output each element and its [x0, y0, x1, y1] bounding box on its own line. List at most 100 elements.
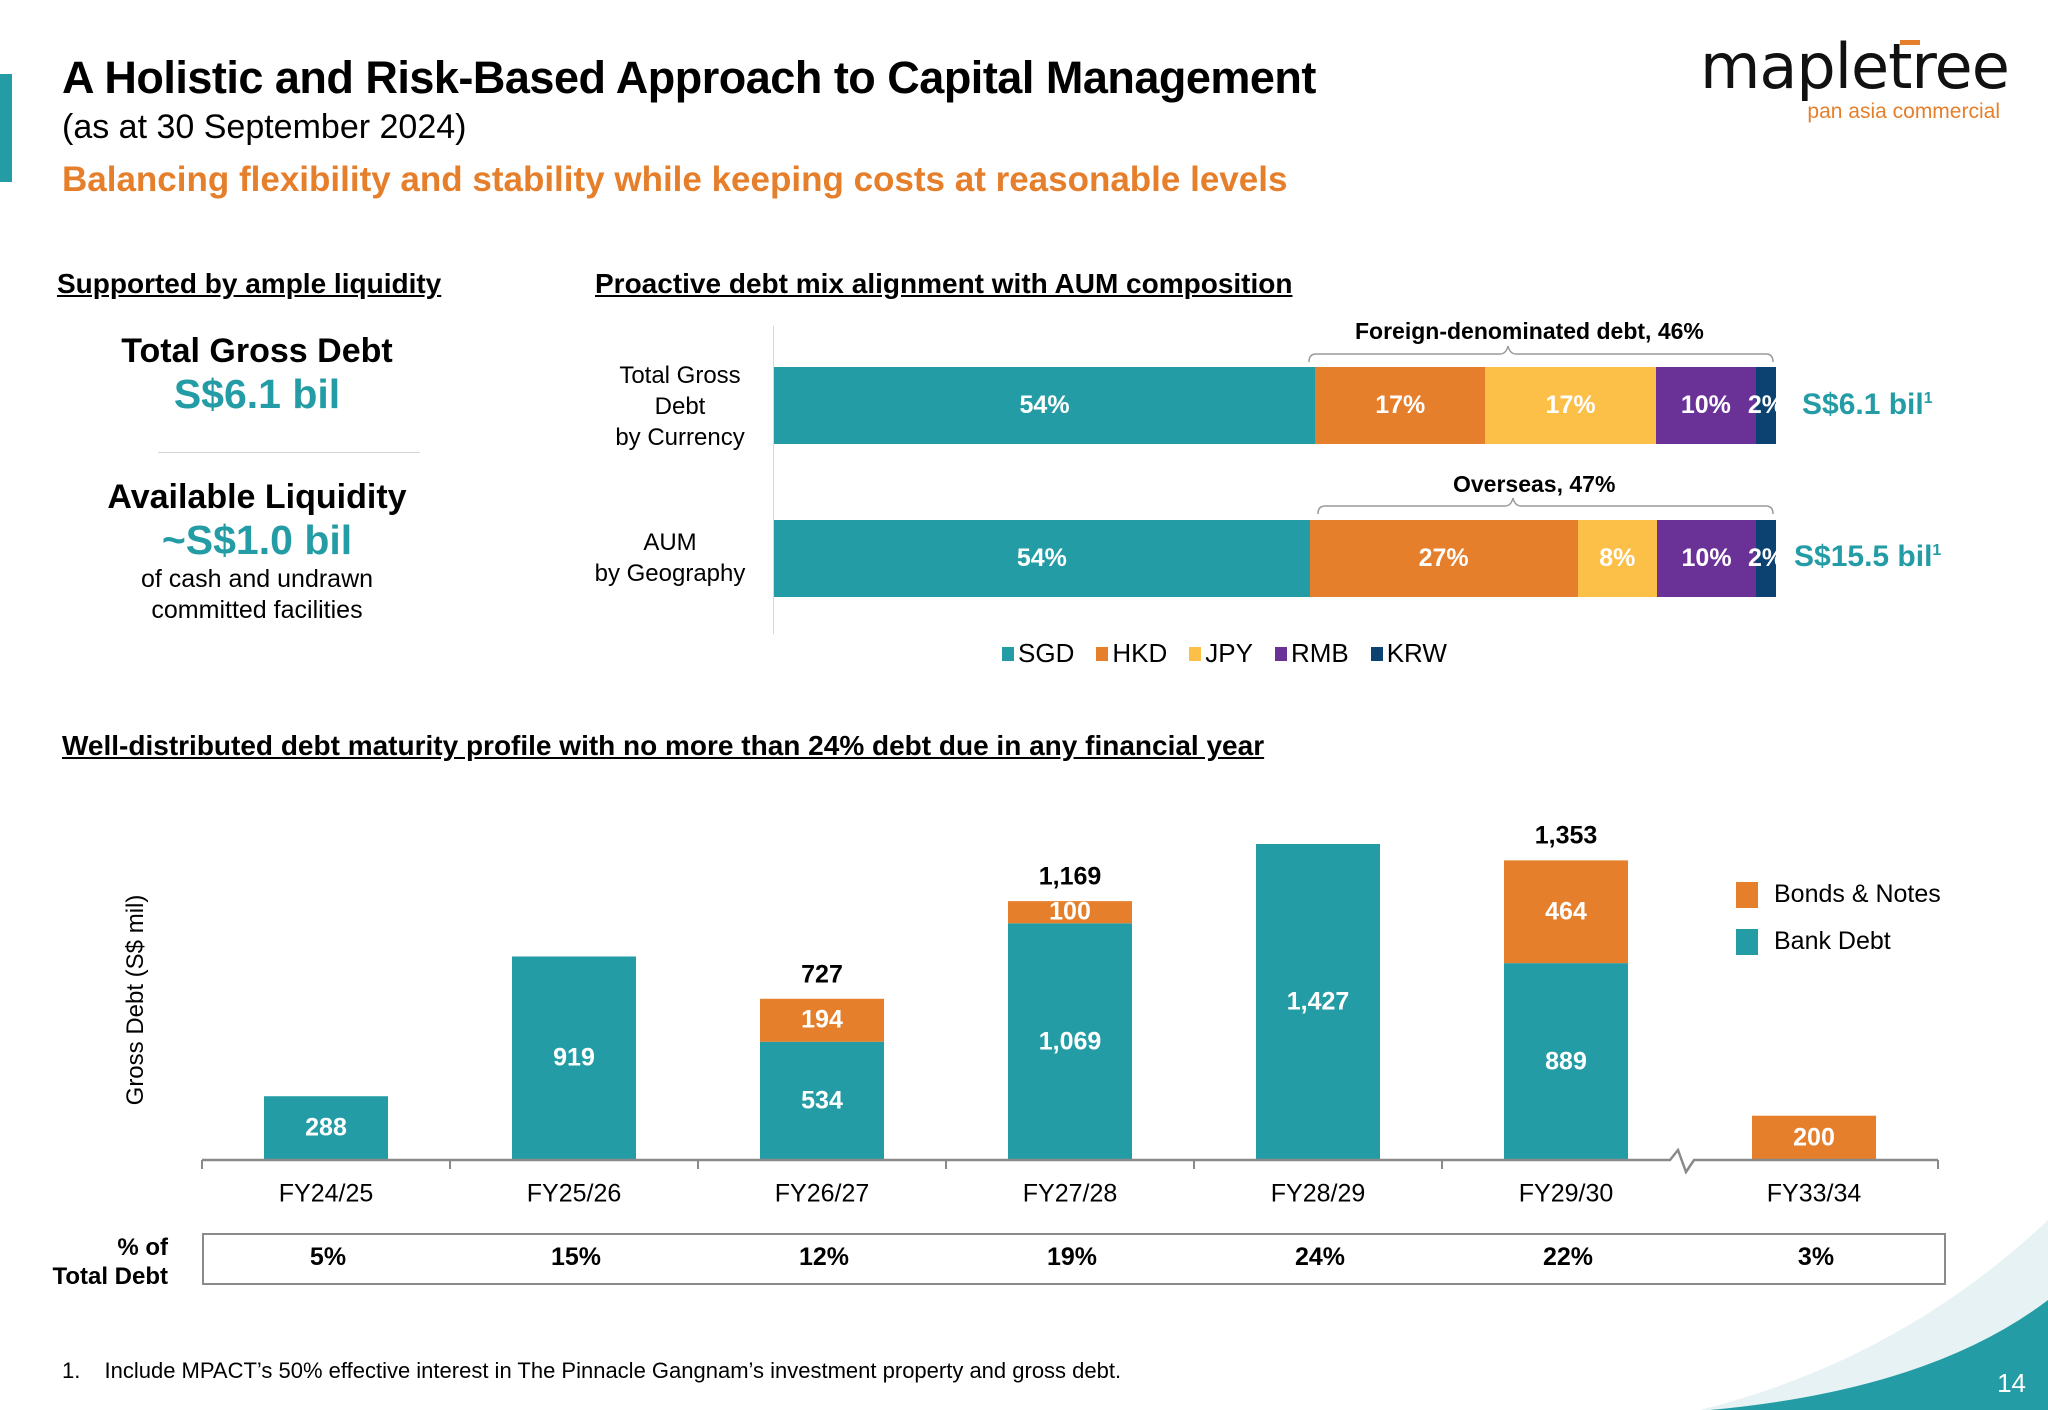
gross-debt-label: Total Gross Debt	[121, 332, 393, 370]
segment-label: 54%	[1016, 544, 1067, 572]
legend-item-rmb: RMB	[1274, 638, 1349, 669]
debt-mix-heading: Proactive debt mix alignment with AUM co…	[595, 268, 1293, 299]
x-tick-label: FY28/29	[1270, 1179, 1366, 1208]
bar-segment-rmb: 10%	[1656, 520, 1757, 597]
foreign-debt-annotation: Foreign-denominated debt, 46%	[1355, 318, 1704, 344]
stacked-bar-aum-geography: 54% 27% 8% 10% 2%	[774, 520, 1784, 597]
bar-bank-debt	[760, 1041, 884, 1160]
bar-bank-debt	[512, 956, 636, 1160]
currency-legend: SGD HKD JPY RMB KRW	[1002, 638, 1447, 669]
segment-label: 10%	[1681, 544, 1732, 572]
pct-of-total-table: 5% 15% 12% 19% 24% 22% 3%	[202, 1233, 1946, 1285]
logo-name: mapletree	[1700, 30, 2010, 103]
bar-bank-debt	[264, 1096, 388, 1160]
segment-label: 2%	[1747, 391, 1785, 419]
row-label-debt-currency: Total Gross Debt by Currency	[590, 360, 770, 454]
bonds-value-label: 200	[1793, 1123, 1835, 1152]
x-tick-label: FY25/26	[526, 1179, 622, 1208]
row1-label-line3: by Currency	[615, 424, 745, 452]
maturity-heading: Well-distributed debt maturity profile w…	[62, 730, 1265, 761]
legend-swatch	[1274, 646, 1287, 661]
segment-label: 54%	[1019, 391, 1070, 419]
segment-label: 10%	[1680, 391, 1731, 419]
footnote: 1. Include MPACT’s 50% effective interes…	[62, 1358, 1121, 1384]
bar-bank-debt	[1008, 923, 1132, 1160]
x-tick-label: FY29/30	[1518, 1179, 1614, 1208]
bar-segment-sgd: 54%	[774, 367, 1316, 444]
x-tick-label: FY24/25	[278, 1179, 374, 1208]
pct-row-label-line2: Total Debt	[52, 1262, 168, 1290]
row-label-aum-geography: AUM by Geography	[570, 527, 770, 589]
legend-label: RMB	[1290, 638, 1349, 668]
liquidity-kpi: Available Liquidity ~S$1.0 bil of cash a…	[57, 478, 457, 627]
bar-segment-sgd: 54%	[774, 520, 1310, 597]
x-axis-line	[202, 1147, 1938, 1175]
legend-bank-debt: Bank Debt	[1736, 927, 1891, 956]
page-title: A Holistic and Risk-Based Approach to Ca…	[62, 52, 1316, 103]
segment-label: 2%	[1748, 544, 1785, 572]
debt-total-label: S$6.1 bil1	[1802, 388, 1933, 422]
legend-swatch	[1189, 646, 1202, 661]
x-tick-label: FY27/28	[1022, 1179, 1118, 1208]
bank-debt-value-label: 889	[1545, 1047, 1587, 1076]
kpi-divider	[158, 452, 420, 453]
overseas-annotation: Overseas, 47%	[1453, 471, 1616, 497]
liquidity-heading: Supported by ample liquidity	[57, 268, 442, 299]
legend-item-krw: KRW	[1370, 638, 1447, 669]
available-liquidity-note-1: of cash and undrawn	[140, 565, 374, 593]
bank-debt-value-label: 1,069	[1038, 1027, 1102, 1056]
legend-bonds-label: Bonds & Notes	[1774, 880, 1941, 908]
legend-swatch	[1002, 646, 1014, 661]
logo-wordmark: mapletree	[1700, 36, 2010, 98]
bar-segment-jpy: 17%	[1485, 367, 1656, 444]
stacked-bar-debt-currency: 54% 17% 17% 10% 2%	[774, 367, 1784, 444]
legend-label: KRW	[1386, 638, 1447, 668]
debt-total-value: S$6.1 bil	[1802, 388, 1924, 421]
row2-label-line2: by Geography	[594, 560, 746, 588]
bar-bank-debt	[1256, 844, 1380, 1160]
bonds-value-label: 194	[801, 1005, 843, 1034]
legend-item-hkd: HKD	[1096, 638, 1167, 669]
legend-label: SGD	[1018, 638, 1075, 668]
bank-debt-value-label: 1,427	[1286, 987, 1350, 1016]
footnote-ref: 1	[1923, 390, 1933, 407]
total-value-label: 727	[801, 960, 843, 989]
debt-mix-axis	[773, 326, 774, 634]
x-tick-label: FY33/34	[1766, 1179, 1862, 1208]
accent-bar	[0, 74, 12, 182]
bar-segment-hkd: 27%	[1309, 520, 1578, 597]
pct-row-label: % of Total Debt	[30, 1234, 168, 1292]
page-subtitle: (as at 30 September 2024)	[62, 108, 467, 146]
bank-swatch	[1736, 928, 1758, 955]
footnote-text: Include MPACT’s 50% effective interest i…	[104, 1358, 1122, 1383]
legend-item-sgd: SGD	[1002, 638, 1074, 669]
bonds-swatch	[1736, 881, 1758, 908]
gross-debt-kpi: Total Gross Debt S$6.1 bil	[57, 332, 457, 418]
bar-bonds-notes	[1504, 860, 1628, 964]
segment-label: 17%	[1375, 391, 1426, 419]
legend-swatch	[1096, 646, 1109, 661]
bar-segment-rmb: 10%	[1655, 367, 1756, 444]
bar-bonds-notes	[1008, 901, 1132, 924]
available-liquidity-note-2: committed facilities	[151, 596, 363, 625]
page-number: 14	[1997, 1368, 2026, 1398]
pct-of-total-cell: 15%	[550, 1243, 602, 1271]
aum-total-value: S$15.5 bil	[1794, 540, 1933, 573]
bar-segment-hkd: 17%	[1315, 367, 1486, 444]
total-value-label: 1,169	[1038, 862, 1102, 891]
legend-swatch	[1370, 646, 1383, 661]
bar-segment-krw: 2%	[1748, 520, 1784, 597]
pct-of-total-cell: 24%	[1294, 1243, 1346, 1271]
bank-debt-value-label: 534	[801, 1086, 843, 1115]
logo-mark-icon	[1900, 40, 1920, 45]
footnote-number: 1.	[62, 1358, 81, 1383]
bar-segment-krw: 2%	[1748, 367, 1784, 444]
aum-total-label: S$15.5 bil1	[1794, 540, 1941, 574]
pct-of-total-cell: 12%	[798, 1243, 850, 1271]
bank-debt-value-label: 919	[553, 1043, 595, 1072]
footnote-ref: 1	[1932, 542, 1942, 559]
bar-bank-debt	[1504, 963, 1628, 1160]
row2-label-line1: AUM	[643, 529, 697, 556]
bar-segment-jpy: 8%	[1577, 520, 1657, 597]
